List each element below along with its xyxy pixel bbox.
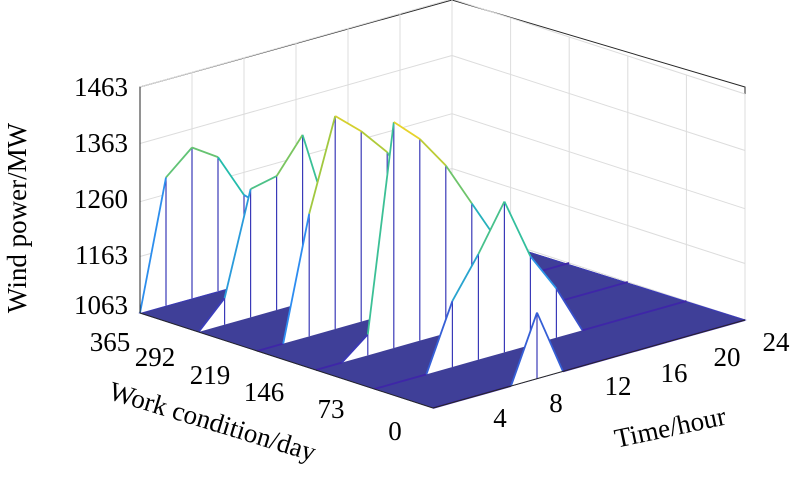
x-tick-label: 8 (549, 388, 563, 418)
y-tick-labels: 365 292 219 146 73 0 (90, 327, 402, 446)
z-tick-labels: 1463 1363 1260 1163 1063 (74, 72, 128, 320)
x-tick-label: 16 (661, 358, 688, 388)
grid-line-z (451, 55, 746, 151)
surface-edge (334, 115, 362, 133)
surface-edge (425, 300, 454, 375)
surface-edge (191, 146, 219, 158)
y-tick-label: 73 (318, 394, 345, 424)
surface-edge (419, 138, 447, 167)
surface-edge (503, 201, 532, 257)
y-tick-label: 365 (90, 327, 131, 357)
surface-edge (315, 361, 343, 371)
surface-edge (393, 121, 421, 140)
y-tick-label: 146 (244, 377, 285, 407)
surface-edge (510, 312, 538, 387)
surface-edge (582, 322, 609, 332)
surface-mesh (139, 115, 746, 409)
x-axis-title: Time/hour (612, 401, 729, 454)
surface-edge (660, 300, 687, 310)
surface-edge (575, 288, 603, 298)
surface-edge (608, 314, 635, 324)
x-tick-labels: 4 8 12 16 20 24 (493, 327, 790, 433)
surface-edge (256, 342, 284, 352)
grid-line-z (453, 0, 746, 95)
surface-edge (542, 262, 570, 272)
surface-edge (139, 177, 167, 314)
x-tick-label: 12 (605, 371, 632, 401)
surface-edge (451, 253, 480, 302)
z-tick-label: 1063 (74, 290, 128, 320)
z-tick-label: 1363 (74, 128, 128, 158)
surface-edge (250, 175, 278, 190)
surface-edge (217, 156, 245, 196)
x-tick-label: 20 (714, 342, 741, 372)
z-axis-title: Wind power/MW (2, 122, 32, 313)
surface-edge (275, 134, 304, 177)
surface-edge (529, 255, 558, 290)
axis-lines (139, 87, 746, 409)
surface-edge (341, 333, 369, 364)
surface-edge (308, 115, 337, 214)
x-tick-label: 24 (763, 327, 791, 357)
z-tick-label: 1260 (74, 184, 128, 214)
z-tick-label: 1163 (75, 240, 128, 270)
surface-edge (477, 201, 506, 255)
surface-edge (536, 312, 564, 372)
surface-edge (445, 165, 473, 204)
surface-edge (282, 213, 311, 344)
grid-line-z (451, 113, 746, 210)
surface-edge (601, 281, 629, 291)
x-axis-line (432, 319, 746, 409)
surface-edge (223, 188, 252, 299)
surface-edge (366, 121, 395, 335)
y-tick-label: 219 (190, 360, 231, 390)
z-tick-label: 1463 (74, 72, 128, 102)
x-tick-label: 4 (493, 403, 507, 433)
y-tick-label: 0 (388, 416, 402, 446)
y-axis-line (139, 312, 434, 409)
surface-edge (400, 373, 427, 383)
surface-edge (360, 130, 388, 153)
surface-edge (374, 380, 401, 390)
y-tick-label: 292 (135, 342, 176, 372)
surface-edge (165, 146, 193, 179)
grid-line-z (451, 168, 746, 264)
surface-edge (555, 288, 584, 331)
surface-edge (197, 297, 226, 333)
surface-edge (634, 307, 661, 317)
